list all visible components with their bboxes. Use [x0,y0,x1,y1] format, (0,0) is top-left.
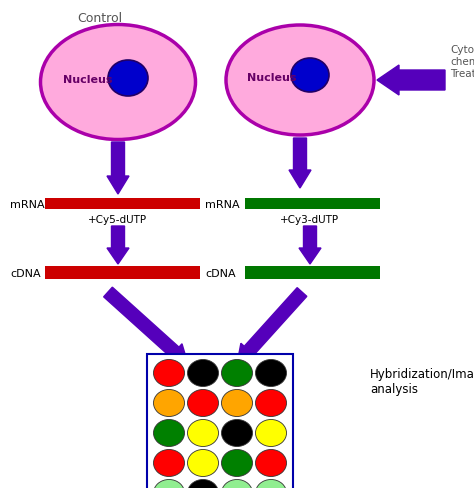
FancyArrow shape [299,226,321,264]
Text: Nucleus: Nucleus [247,73,297,83]
FancyArrow shape [237,287,307,364]
Ellipse shape [221,420,253,447]
Ellipse shape [221,389,253,416]
FancyArrow shape [107,142,129,194]
Ellipse shape [154,420,184,447]
Ellipse shape [108,60,148,96]
Ellipse shape [188,389,219,416]
Ellipse shape [221,480,253,488]
Text: cDNA: cDNA [10,269,41,279]
FancyArrow shape [107,226,129,264]
Ellipse shape [291,58,329,92]
Bar [147,354,293,488]
Bar [45,266,200,279]
Bar [245,266,380,279]
Ellipse shape [154,389,184,416]
Text: Nucleus: Nucleus [63,75,113,85]
Ellipse shape [188,420,219,447]
Ellipse shape [255,449,286,476]
Ellipse shape [255,360,286,386]
Text: Control: Control [77,12,123,24]
Ellipse shape [226,25,374,135]
Text: Cytotoxic
chemical/Drug
Treatment: Cytotoxic chemical/Drug Treatment [450,45,474,79]
Ellipse shape [221,360,253,386]
Ellipse shape [40,24,195,140]
FancyArrow shape [104,287,188,364]
Bar [45,198,200,209]
Ellipse shape [188,360,219,386]
FancyArrow shape [377,65,445,95]
Ellipse shape [154,360,184,386]
Text: mRNA: mRNA [10,200,45,210]
FancyArrow shape [289,138,311,188]
Ellipse shape [154,480,184,488]
Text: Hybridization/Image
analysis: Hybridization/Image analysis [370,368,474,396]
Bar [245,198,380,209]
Ellipse shape [255,480,286,488]
Text: cDNA: cDNA [205,269,236,279]
Text: +Cy5-dUTP: +Cy5-dUTP [89,215,147,225]
Ellipse shape [188,449,219,476]
Ellipse shape [221,449,253,476]
Ellipse shape [255,389,286,416]
Text: +Cy3-dUTP: +Cy3-dUTP [281,215,339,225]
Ellipse shape [188,480,219,488]
Ellipse shape [255,420,286,447]
Text: mRNA: mRNA [205,200,240,210]
Ellipse shape [154,449,184,476]
